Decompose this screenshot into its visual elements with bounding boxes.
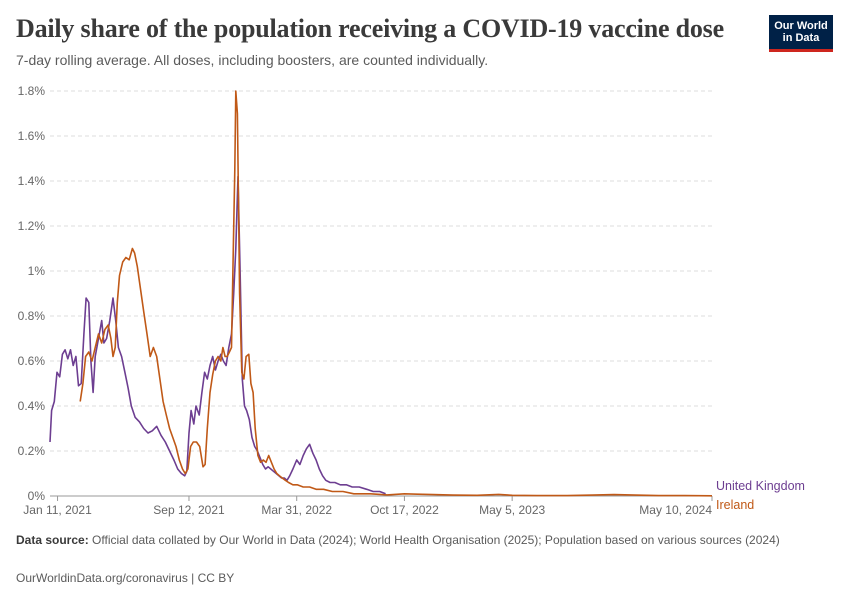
series-label[interactable]: United Kingdom [716,479,805,493]
x-tick-label: Oct 17, 2022 [370,503,439,517]
chart-title: Daily share of the population receiving … [16,14,724,43]
y-tick-label: 1% [28,264,46,278]
x-tick-label: Mar 31, 2022 [261,503,332,517]
y-tick-label: 0.6% [18,354,46,368]
owid-logo[interactable]: Our World in Data [769,15,833,52]
series-labels: United Kingdom Ireland [716,479,805,512]
data-source-label: Data source: [16,533,89,547]
x-tick-label: Jan 11, 2021 [23,503,92,517]
y-tick-label: 0.8% [18,309,46,323]
series-line[interactable] [49,175,386,495]
y-tick-label: 1.6% [18,129,46,143]
y-tick-label: 1.2% [18,219,46,233]
x-axis: Jan 11, 2021 Sep 12, 2021 Mar 31, 2022 Oct … [23,495,713,517]
logo-line-1: Our World [774,20,828,32]
x-tick-label: May 5, 2023 [479,503,545,517]
y-tick-label: 1.8% [18,84,46,98]
series-lines [49,90,713,497]
gridlines: 0% 0.2% 0.4% 0.6% 0.8% 1% 1.2% 1.4% 1.6% 1.8% [18,84,712,503]
x-tick-label: May 10, 2024 [639,503,712,517]
logo-line-2: in Data [782,32,820,44]
source-url[interactable]: OurWorldinData.org/coronavirus | CC BY [16,571,235,585]
chart-subtitle: 7-day rolling average. All doses, includ… [16,52,489,68]
series-line[interactable] [79,90,713,497]
y-tick-label: 1.4% [18,174,46,188]
series-label[interactable]: Ireland [716,498,754,512]
y-tick-label: 0% [28,489,46,503]
y-tick-label: 0.2% [18,444,46,458]
x-tick-label: Sep 12, 2021 [153,503,225,517]
data-source: Data source: Official data collated by O… [16,533,816,548]
y-tick-label: 0.4% [18,399,46,413]
data-source-text: Official data collated by Our World in D… [92,533,780,547]
